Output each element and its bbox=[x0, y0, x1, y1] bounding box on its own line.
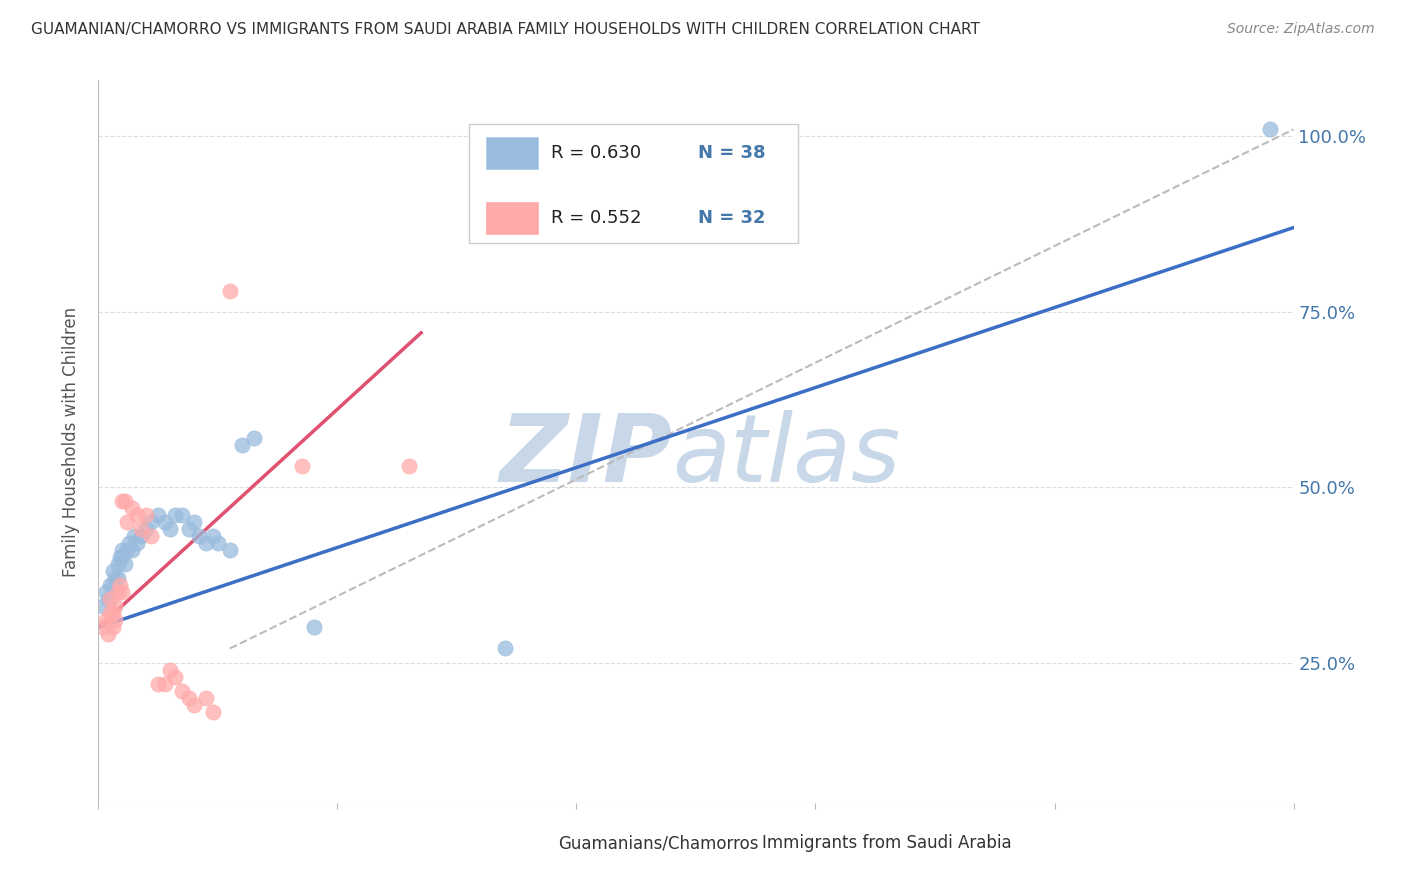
Point bbox=[108, 550, 131, 565]
Point bbox=[148, 676, 170, 690]
Point bbox=[118, 536, 141, 550]
Point bbox=[1258, 122, 1281, 136]
Point bbox=[183, 515, 205, 529]
Point bbox=[187, 529, 209, 543]
Point bbox=[94, 585, 117, 599]
Point bbox=[98, 592, 122, 607]
Text: Immigrants from Saudi Arabia: Immigrants from Saudi Arabia bbox=[762, 834, 1011, 852]
Text: N = 32: N = 32 bbox=[699, 209, 766, 227]
Point bbox=[195, 536, 218, 550]
Point bbox=[135, 508, 157, 523]
Point bbox=[159, 522, 181, 536]
Point bbox=[172, 683, 194, 698]
FancyBboxPatch shape bbox=[470, 124, 797, 243]
Point bbox=[291, 459, 314, 474]
Point bbox=[155, 515, 177, 529]
Point bbox=[202, 529, 225, 543]
Y-axis label: Family Households with Children: Family Households with Children bbox=[62, 307, 80, 576]
Point bbox=[97, 627, 120, 641]
Point bbox=[101, 607, 124, 621]
Text: R = 0.552: R = 0.552 bbox=[551, 209, 643, 227]
Point bbox=[183, 698, 205, 712]
Point bbox=[111, 543, 134, 558]
Point bbox=[163, 669, 186, 683]
Point bbox=[104, 599, 127, 614]
Point bbox=[101, 620, 124, 634]
Point bbox=[231, 438, 253, 452]
Point bbox=[115, 515, 138, 529]
Point bbox=[115, 543, 138, 558]
Text: N = 38: N = 38 bbox=[699, 144, 766, 161]
Point bbox=[219, 543, 242, 558]
Point bbox=[101, 578, 124, 592]
FancyBboxPatch shape bbox=[485, 137, 538, 169]
Text: Guamanians/Chamorros: Guamanians/Chamorros bbox=[558, 834, 759, 852]
Point bbox=[179, 690, 201, 705]
Point bbox=[125, 508, 148, 523]
Text: atlas: atlas bbox=[672, 410, 900, 501]
Text: GUAMANIAN/CHAMORRO VS IMMIGRANTS FROM SAUDI ARABIA FAMILY HOUSEHOLDS WITH CHILDR: GUAMANIAN/CHAMORRO VS IMMIGRANTS FROM SA… bbox=[31, 22, 980, 37]
Point bbox=[97, 592, 120, 607]
Point bbox=[124, 529, 146, 543]
Point bbox=[219, 284, 242, 298]
FancyBboxPatch shape bbox=[519, 834, 553, 855]
Text: Source: ZipAtlas.com: Source: ZipAtlas.com bbox=[1227, 22, 1375, 37]
Point bbox=[107, 585, 129, 599]
Point bbox=[202, 705, 225, 719]
Point bbox=[94, 614, 117, 628]
Point bbox=[148, 508, 170, 523]
Point bbox=[494, 641, 516, 656]
Point bbox=[302, 620, 325, 634]
Point bbox=[101, 564, 124, 578]
Point bbox=[91, 599, 114, 614]
Point bbox=[114, 494, 136, 508]
Point bbox=[155, 676, 177, 690]
Point bbox=[98, 607, 122, 621]
Point bbox=[98, 578, 122, 592]
Point bbox=[163, 508, 186, 523]
Point bbox=[131, 529, 153, 543]
Point bbox=[111, 585, 134, 599]
FancyBboxPatch shape bbox=[485, 202, 538, 235]
Point bbox=[111, 550, 134, 565]
Point bbox=[179, 522, 201, 536]
Point bbox=[107, 558, 129, 572]
Point bbox=[398, 459, 420, 474]
Point bbox=[111, 494, 134, 508]
Text: R = 0.630: R = 0.630 bbox=[551, 144, 641, 161]
Point bbox=[107, 571, 129, 585]
Point bbox=[139, 515, 162, 529]
FancyBboxPatch shape bbox=[723, 834, 756, 855]
Point bbox=[131, 522, 153, 536]
Point bbox=[172, 508, 194, 523]
Point bbox=[195, 690, 218, 705]
Point bbox=[139, 529, 162, 543]
Point bbox=[121, 543, 143, 558]
Text: ZIP: ZIP bbox=[499, 410, 672, 502]
Point bbox=[125, 536, 148, 550]
Point bbox=[104, 614, 127, 628]
Point bbox=[121, 501, 143, 516]
Point bbox=[108, 578, 131, 592]
Point bbox=[243, 431, 266, 445]
Point bbox=[159, 663, 181, 677]
Point bbox=[114, 558, 136, 572]
Point bbox=[135, 522, 157, 536]
Point bbox=[104, 571, 127, 585]
Point bbox=[91, 620, 114, 634]
Point bbox=[207, 536, 229, 550]
